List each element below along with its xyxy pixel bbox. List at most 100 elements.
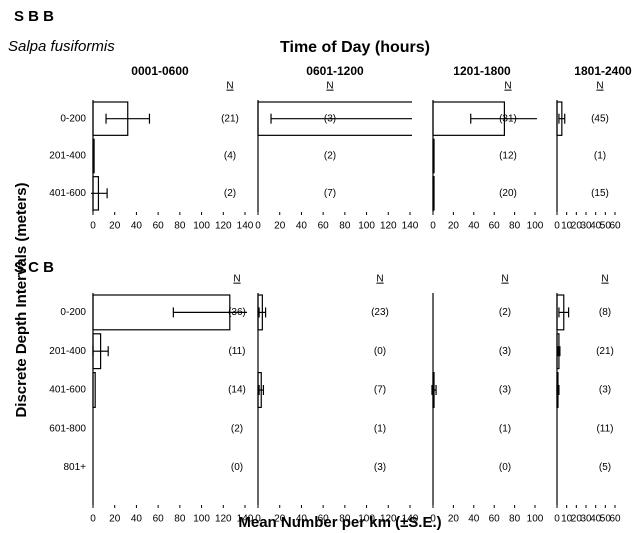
- column-title: 1201-1800: [453, 64, 511, 78]
- column-title: 1801-2400: [574, 64, 632, 78]
- x-tick-label: 100: [527, 221, 544, 232]
- x-tick-label: 100: [193, 514, 210, 525]
- n-label: (31): [499, 113, 517, 124]
- n-header: N: [233, 274, 240, 285]
- x-tick-label: 40: [131, 221, 143, 232]
- x-tick-label: 30: [580, 514, 592, 525]
- x-tick-label: 40: [296, 514, 308, 525]
- n-label: (3): [374, 462, 386, 473]
- n-label: (1): [499, 423, 511, 434]
- category-label: 801+: [63, 462, 86, 473]
- x-tick-label: 60: [489, 514, 501, 525]
- n-header: N: [376, 274, 383, 285]
- x-tick-label: 40: [468, 514, 480, 525]
- panel: [257, 101, 412, 136]
- x-tick-label: 100: [193, 221, 210, 232]
- x-axis-label: Mean Number per km (±S.E.): [238, 514, 441, 531]
- column-title: 0001-0600: [131, 64, 189, 78]
- n-header: N: [501, 274, 508, 285]
- panel: [556, 294, 570, 409]
- n-header: N: [226, 81, 233, 92]
- x-tick-label: 50: [600, 514, 612, 525]
- n-label: (2): [324, 151, 336, 162]
- x-tick-label: 0: [430, 514, 436, 525]
- panel: [432, 101, 537, 211]
- x-tick-label: 0: [430, 221, 436, 232]
- n-label: (7): [324, 188, 336, 199]
- x-tick-label: 60: [318, 221, 330, 232]
- x-tick-label: 60: [153, 514, 165, 525]
- supertitle: Time of Day (hours): [280, 39, 430, 56]
- x-tick-label: 140: [402, 221, 419, 232]
- x-tick-label: 20: [571, 514, 583, 525]
- panel: [91, 101, 151, 211]
- x-tick-label: 140: [402, 514, 419, 525]
- x-tick-label: 0: [554, 221, 560, 232]
- category-label: 201-400: [49, 346, 86, 357]
- panel: [556, 101, 566, 136]
- x-tick-label: 40: [590, 514, 602, 525]
- category-label: 0-200: [60, 307, 86, 318]
- panel: [92, 294, 247, 409]
- n-label: (45): [591, 113, 609, 124]
- x-tick-label: 60: [609, 221, 621, 232]
- x-tick-label: 0: [255, 514, 261, 525]
- x-tick-label: 20: [109, 221, 121, 232]
- x-tick-label: 0: [90, 221, 96, 232]
- x-tick-label: 120: [215, 221, 232, 232]
- x-tick-label: 140: [237, 514, 254, 525]
- x-tick-label: 80: [509, 221, 521, 232]
- y-axis-label: Discrete Depth Intervals (meters): [13, 182, 30, 417]
- x-tick-label: 20: [571, 221, 583, 232]
- x-tick-label: 0: [90, 514, 96, 525]
- n-header: N: [601, 274, 608, 285]
- x-tick-label: 60: [318, 514, 330, 525]
- category-label: 601-800: [49, 423, 86, 434]
- x-tick-label: 60: [609, 514, 621, 525]
- x-tick-label: 100: [358, 514, 375, 525]
- category-label: 401-600: [49, 188, 86, 199]
- n-label: (3): [599, 385, 611, 396]
- x-tick-label: 40: [468, 221, 480, 232]
- x-tick-label: 20: [274, 221, 286, 232]
- x-tick-label: 40: [131, 514, 143, 525]
- n-label: (21): [221, 113, 239, 124]
- n-label: (12): [499, 151, 517, 162]
- x-tick-label: 120: [215, 514, 232, 525]
- n-header: N: [326, 81, 333, 92]
- n-label: (15): [591, 188, 609, 199]
- species: Salpa fusiformis: [8, 38, 115, 55]
- n-label: (1): [374, 423, 386, 434]
- n-label: (23): [371, 307, 389, 318]
- n-label: (5): [599, 462, 611, 473]
- x-tick-label: 80: [339, 221, 351, 232]
- x-tick-label: 100: [527, 514, 544, 525]
- n-label: (1): [594, 151, 606, 162]
- x-tick-label: 140: [237, 221, 254, 232]
- n-label: (2): [499, 307, 511, 318]
- category-label: 201-400: [49, 151, 86, 162]
- n-label: (3): [499, 346, 511, 357]
- panel: [257, 294, 267, 409]
- x-tick-label: 80: [174, 221, 186, 232]
- n-label: (0): [499, 462, 511, 473]
- x-tick-label: 0: [554, 514, 560, 525]
- n-label: (0): [231, 462, 243, 473]
- x-tick-label: 60: [489, 221, 501, 232]
- n-label: (21): [596, 346, 614, 357]
- n-label: (11): [596, 423, 613, 434]
- n-label: (14): [228, 385, 246, 396]
- n-label: (2): [231, 423, 243, 434]
- n-label: (36): [228, 307, 246, 318]
- column-title: 0601-1200: [306, 64, 364, 78]
- x-tick-label: 80: [509, 514, 521, 525]
- x-tick-label: 10: [561, 514, 573, 525]
- x-tick-label: 20: [448, 221, 460, 232]
- x-tick-label: 0: [255, 221, 261, 232]
- n-label: (0): [374, 346, 386, 357]
- x-tick-label: 40: [296, 221, 308, 232]
- x-tick-label: 60: [153, 221, 165, 232]
- n-label: (7): [374, 385, 386, 396]
- n-label: (11): [228, 346, 245, 357]
